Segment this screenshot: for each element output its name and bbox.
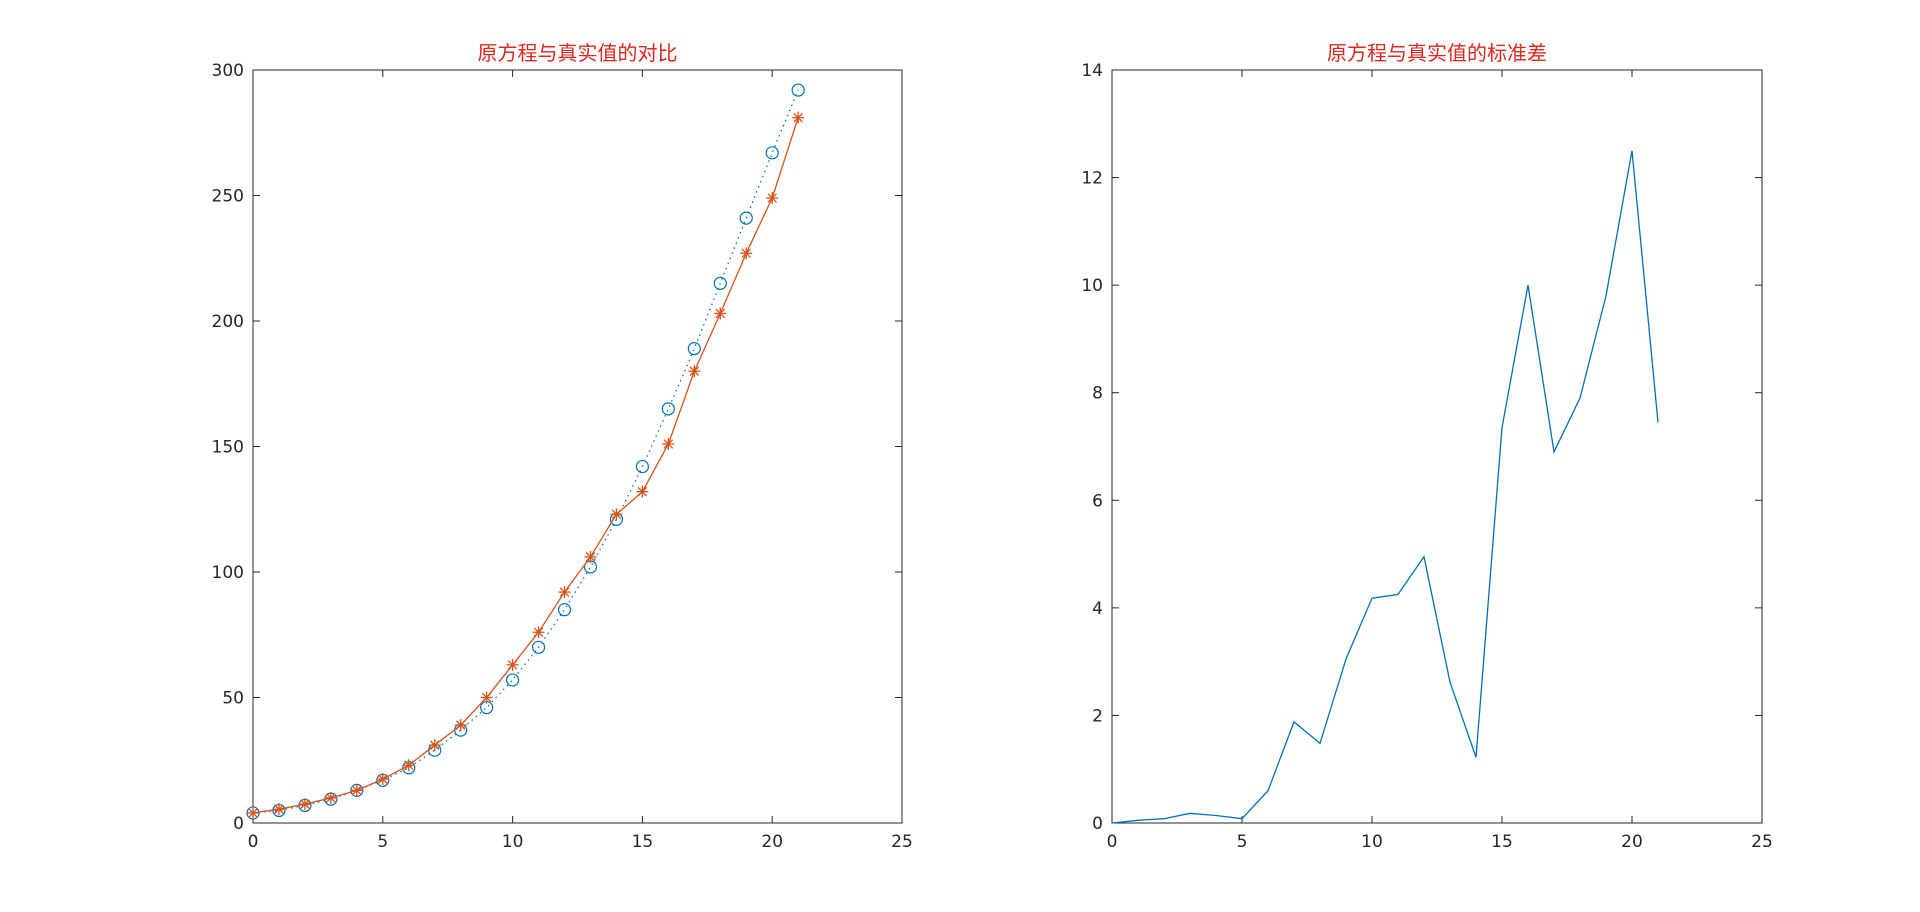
data-point-circle <box>791 83 805 97</box>
y-tick-label: 14 <box>1081 61 1103 81</box>
data-point-circle <box>739 211 753 225</box>
x-tick-label: 15 <box>1491 832 1513 852</box>
std-dev-chart: 原方程与真实值的标准差 0 5 10 15 20 25 0 2 4 6 8 10 12 14 <box>1081 41 1772 852</box>
data-point-asterisk <box>324 791 337 804</box>
x-tick-label: 20 <box>1621 832 1643 852</box>
y-tick-label: 150 <box>212 438 244 458</box>
data-point-asterisk <box>532 626 545 639</box>
x-tick-label: 15 <box>632 832 654 852</box>
series-line-1 <box>252 117 799 814</box>
data-point-asterisk <box>350 784 363 797</box>
data-point-asterisk <box>792 111 805 124</box>
data-point-asterisk <box>766 192 779 205</box>
y-tick-label: 4 <box>1092 599 1103 619</box>
x-tick-label: 25 <box>1751 832 1773 852</box>
data-point-asterisk <box>714 307 727 320</box>
data-point-circle <box>635 459 650 474</box>
axes-box <box>1111 69 1763 824</box>
chart-title: 原方程与真实值的对比 <box>478 41 678 65</box>
y-tick-label: 0 <box>233 814 244 834</box>
x-tick-label: 10 <box>1361 832 1383 852</box>
data-point-circle <box>505 673 520 687</box>
data-point-circle <box>713 276 727 290</box>
x-tick-label: 25 <box>891 832 913 852</box>
y-tick-label: 50 <box>222 689 244 709</box>
data-point-asterisk <box>428 739 441 752</box>
y-tick-label: 10 <box>1081 276 1103 296</box>
data-point-circle <box>661 402 675 416</box>
y-tick-label: 6 <box>1092 491 1103 511</box>
y-tick-label: 2 <box>1092 706 1103 726</box>
y-tick-label: 250 <box>212 187 244 207</box>
data-point-asterisk <box>272 803 285 816</box>
data-point-asterisk <box>610 508 623 521</box>
data-point-asterisk <box>376 773 389 786</box>
series-line-0 <box>1111 150 1659 824</box>
data-point-asterisk <box>247 806 259 819</box>
data-point-circle <box>765 146 779 160</box>
x-tick-label: 10 <box>502 832 524 852</box>
axes-box <box>252 69 903 824</box>
x-tick-label: 0 <box>1107 832 1118 852</box>
x-tick-label: 20 <box>761 832 783 852</box>
data-point-asterisk <box>480 691 493 704</box>
data-point-circle <box>557 603 572 617</box>
y-tick-label: 0 <box>1092 814 1103 834</box>
y-tick-label: 200 <box>212 312 244 332</box>
data-point-asterisk <box>636 485 649 498</box>
data-point-circle <box>687 342 701 356</box>
data-point-asterisk <box>402 759 415 772</box>
x-tick-label: 0 <box>248 832 259 852</box>
y-tick-label: 100 <box>212 563 244 583</box>
x-tick-label: 5 <box>1237 832 1248 852</box>
data-point-asterisk <box>298 798 311 811</box>
data-point-asterisk <box>740 247 753 260</box>
data-point-asterisk <box>558 586 571 599</box>
data-point-asterisk <box>584 550 597 563</box>
y-tick-label: 8 <box>1092 384 1103 404</box>
y-tick-label: 12 <box>1081 169 1103 189</box>
data-point-asterisk <box>454 719 467 732</box>
chart-title: 原方程与真实值的标准差 <box>1327 41 1547 65</box>
data-point-circle <box>531 640 546 654</box>
data-point-asterisk <box>506 658 519 671</box>
y-tick-label: 300 <box>212 61 244 81</box>
data-point-asterisk <box>662 437 675 450</box>
data-point-asterisk <box>688 365 701 378</box>
x-tick-label: 5 <box>377 832 388 852</box>
